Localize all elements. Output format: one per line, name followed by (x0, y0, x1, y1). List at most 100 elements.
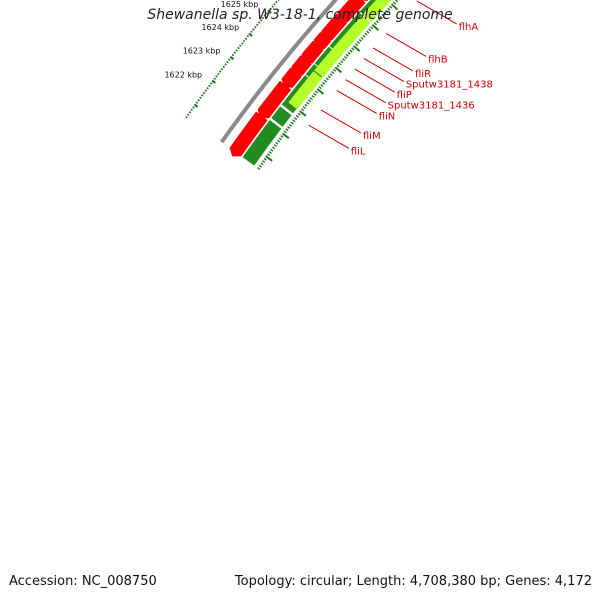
scale-tick (185, 115, 188, 119)
inner-scale-tick (295, 114, 299, 118)
scale-tick (255, 23, 259, 27)
inner-scale-tick (302, 106, 306, 109)
inner-scale-tick (268, 150, 272, 154)
scale-tick (195, 101, 199, 104)
inner-scale-tick (258, 164, 262, 168)
scale-tick (206, 87, 209, 90)
scale-tick (229, 55, 235, 61)
gene-label-connector (308, 124, 350, 149)
inner-scale-tick (385, 9, 389, 13)
scale-tick (218, 70, 222, 73)
scale-tick (235, 49, 238, 52)
scale-tick (263, 14, 267, 17)
inner-scale-tick (332, 68, 337, 72)
inner-scale-tick (271, 146, 276, 150)
inner-scale-tick (352, 45, 361, 52)
inner-scale-tick (292, 119, 296, 123)
inner-scale-tick (390, 3, 399, 11)
inner-scale-tick (366, 30, 370, 34)
inner-scale-tick (265, 155, 273, 162)
scale-tick (257, 21, 261, 24)
inner-scale-tick (275, 141, 279, 145)
scale-tick (217, 72, 220, 76)
inner-scale-tick (285, 128, 289, 132)
scale-tick (240, 42, 244, 45)
genome-summary-text: Topology: circular; Length: 4,708,380 bp… (234, 574, 592, 589)
inner-scale-tick (331, 71, 335, 75)
gene-label-flin: fliN (379, 111, 396, 122)
scale-tick (222, 65, 226, 69)
scale-tick (275, 0, 278, 4)
inner-scale-tick (368, 28, 372, 32)
scale-tick (200, 94, 204, 97)
inner-scale-tick (261, 160, 266, 164)
map-title: Shewanella sp. W3-18-1, complete genome (147, 7, 453, 23)
inner-scale-tick (394, 0, 399, 3)
inner-scale-tick (383, 11, 387, 15)
gene-label-connector (372, 47, 414, 72)
scale-tick (193, 103, 199, 108)
inner-scale-tick (371, 24, 379, 31)
gene-label-connector (363, 58, 405, 82)
scale-tick (226, 60, 229, 64)
scale-tick (242, 39, 246, 43)
scale-tick (215, 75, 218, 78)
inner-scale-tick (297, 112, 301, 116)
inner-scale-tick (273, 144, 277, 148)
backbone-outer-line (219, 0, 339, 144)
inner-scale-tick (304, 103, 308, 107)
inner-scale-tick (280, 135, 284, 139)
inner-scale-tick (327, 75, 331, 79)
gene-label-flim: fliM (363, 131, 381, 142)
scale-tick (269, 7, 272, 11)
gene-label-connector (385, 33, 427, 57)
scale-tick (252, 28, 255, 31)
inner-scale-tick (266, 153, 271, 157)
inner-scale-tick (356, 41, 361, 45)
inner-scale-tick (387, 7, 391, 11)
inner-scale-tick (260, 162, 264, 166)
scale-tick (197, 99, 201, 102)
inner-scale-tick (316, 88, 325, 95)
gene-label-connector (416, 0, 457, 25)
scale-tick (220, 67, 224, 71)
scale-tick (261, 16, 265, 20)
kbp-tick-label: 1623 kbp (183, 47, 221, 56)
scale-tick (192, 106, 195, 109)
inner-scale-tick (263, 157, 267, 161)
inner-scale-tick (276, 139, 281, 143)
gene-label-connector (345, 79, 386, 104)
inner-scale-tick (360, 36, 364, 40)
reverse-cds-segment (242, 119, 282, 166)
forward-cds-segment (313, 31, 332, 50)
scale-tick (250, 30, 253, 34)
scale-tick (209, 82, 213, 85)
inner-scale-tick (309, 97, 313, 101)
inner-scale-tick (313, 92, 317, 96)
inner-scale-tick (287, 126, 291, 130)
inner-scale-tick (283, 130, 287, 134)
scale-tick (254, 25, 257, 29)
inner-scale-tick (323, 79, 328, 83)
scale-tick (213, 77, 217, 80)
scale-tick (211, 79, 216, 84)
inner-scale-tick (347, 51, 351, 55)
accession-text: Accession: NC_008750 (9, 574, 157, 589)
gene-label-flhb: flhB (428, 54, 448, 65)
inner-scale-tick (278, 137, 282, 141)
gene-label-flil: fliL (351, 146, 366, 157)
inner-scale-tick (345, 53, 349, 57)
inner-scale-tick (370, 26, 374, 30)
scale-tick (224, 63, 227, 66)
inner-scale-tick (342, 58, 346, 62)
scale-tick (208, 84, 211, 88)
inner-scale-tick (325, 77, 329, 81)
scale-tick (237, 46, 240, 50)
inner-scale-tick (320, 84, 324, 88)
kbp-tick-label: 1622 kbp (164, 70, 202, 79)
scale-tick (186, 113, 190, 117)
inner-scale-tick (257, 167, 261, 170)
inner-scale-tick (338, 62, 342, 66)
scale-tick (202, 91, 206, 95)
